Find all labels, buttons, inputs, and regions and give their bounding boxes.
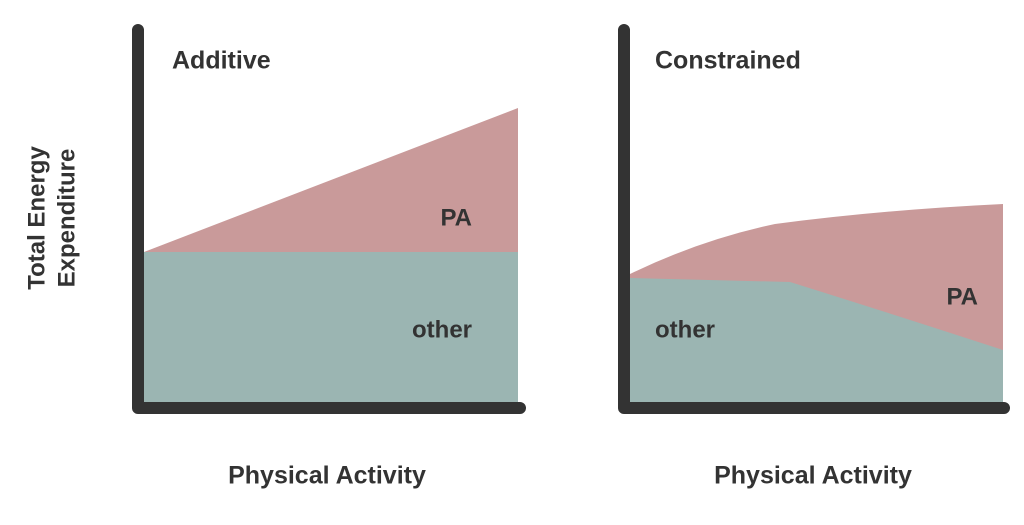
x-axis-label: Physical Activity — [714, 462, 912, 490]
axes — [132, 24, 526, 414]
y-axis-label-line: Expenditure — [53, 149, 80, 288]
x-axis-label: Physical Activity — [228, 462, 426, 490]
pa-area — [144, 108, 518, 252]
axes — [618, 24, 1010, 414]
panel-title: Additive — [172, 47, 271, 75]
pa-label: PA — [946, 283, 978, 310]
panel-additive: Additive PA other Physical Activity — [132, 24, 526, 490]
other-label: other — [412, 316, 472, 343]
y-axis-label-line: Total Energy — [23, 146, 50, 290]
other-label: other — [655, 316, 715, 343]
other-area — [144, 252, 518, 404]
panel-title: Constrained — [655, 47, 801, 75]
pa-label: PA — [440, 204, 472, 231]
panel-constrained: Constrained PA other Physical Activity — [618, 24, 1010, 490]
other-area — [630, 278, 1003, 404]
y-axis-label: Total Energy Expenditure — [23, 146, 80, 290]
